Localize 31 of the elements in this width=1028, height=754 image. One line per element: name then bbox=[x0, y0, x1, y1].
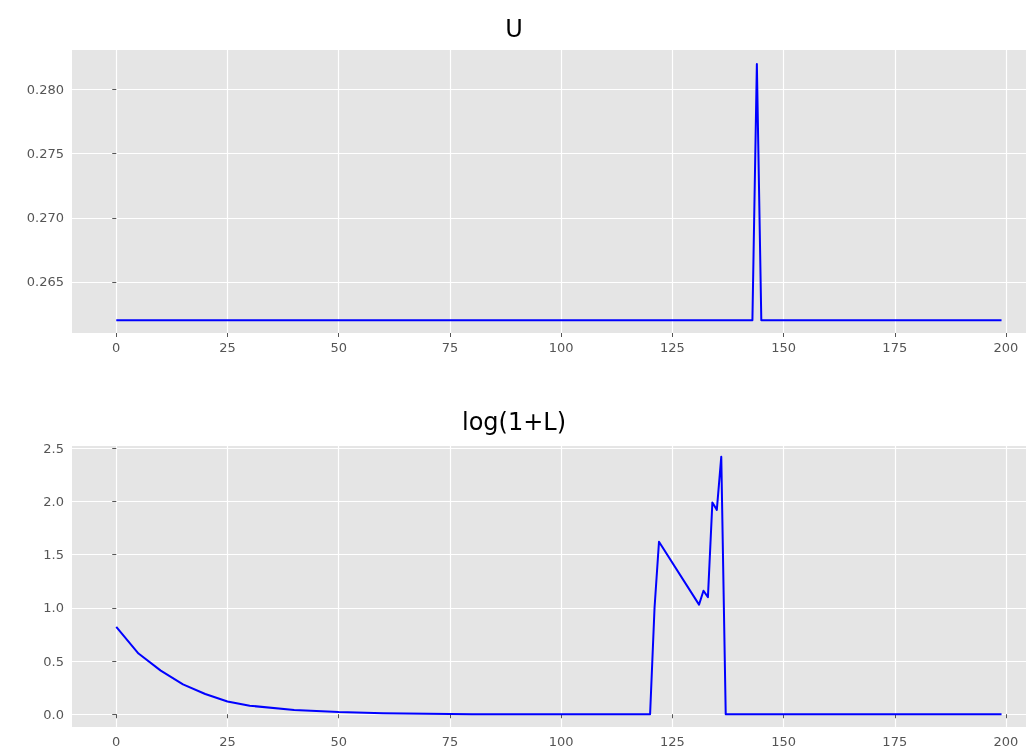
y-tick-label: 0.280 bbox=[26, 82, 64, 98]
y-tick-label: 0.0 bbox=[43, 706, 64, 722]
x-tick-label: 50 bbox=[330, 734, 347, 749]
x-tick-label: 100 bbox=[548, 734, 574, 749]
chart-title: U bbox=[505, 15, 523, 43]
y-tick-label: 1.0 bbox=[43, 600, 64, 616]
y-tick-label: 2.0 bbox=[43, 493, 64, 509]
x-tick-label: 200 bbox=[993, 340, 1019, 355]
y-tick-label: 1.5 bbox=[43, 547, 64, 563]
y-tick-label: 0.265 bbox=[26, 274, 64, 290]
x-tick-label: 125 bbox=[659, 734, 685, 749]
x-tick-label: 25 bbox=[219, 340, 236, 355]
x-tick-label: 175 bbox=[882, 734, 908, 749]
x-tick-label: 125 bbox=[659, 340, 685, 355]
y-tick-label: 0.5 bbox=[43, 653, 64, 669]
y-tick-label: 0.275 bbox=[26, 146, 64, 162]
x-tick-label: 150 bbox=[771, 734, 796, 749]
chart-title: log(1+L) bbox=[461, 408, 567, 436]
x-tick-label: 50 bbox=[330, 340, 347, 355]
y-tick-label: 0.270 bbox=[26, 210, 64, 226]
x-tick-label: 150 bbox=[771, 340, 796, 355]
x-tick-label: 0 bbox=[112, 734, 121, 749]
x-tick-label: 200 bbox=[993, 734, 1019, 749]
x-tick-label: 75 bbox=[441, 734, 459, 749]
x-tick-label: 100 bbox=[548, 340, 574, 355]
x-tick-label: 25 bbox=[219, 734, 236, 749]
x-tick-label: 175 bbox=[882, 340, 908, 355]
line-series bbox=[115, 455, 1003, 716]
y-tick-label: 2.5 bbox=[43, 440, 64, 456]
x-tick-label: 0 bbox=[112, 340, 121, 355]
x-tick-label: 75 bbox=[441, 340, 459, 355]
